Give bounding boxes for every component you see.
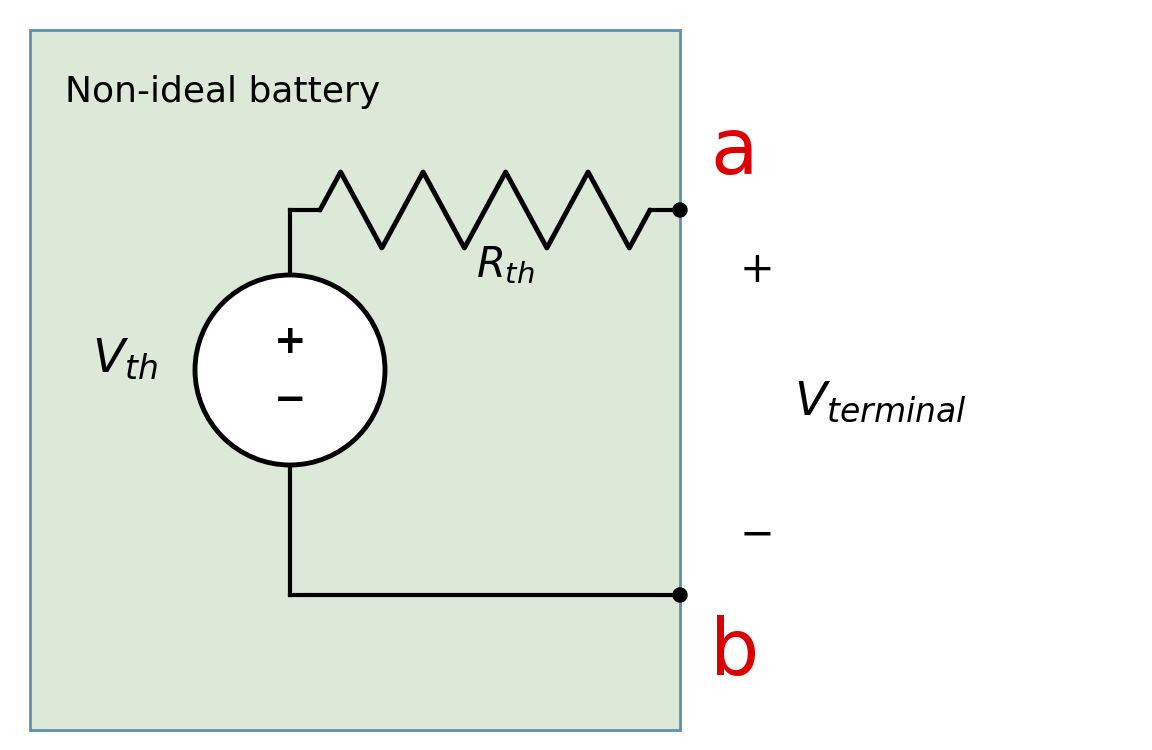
Text: a: a	[710, 114, 758, 190]
Text: $V_{th}$: $V_{th}$	[92, 338, 158, 382]
Text: Non-ideal battery: Non-ideal battery	[65, 75, 380, 109]
Text: b: b	[710, 615, 759, 691]
Text: +: +	[274, 323, 306, 361]
Circle shape	[673, 203, 687, 217]
Text: +: +	[740, 249, 775, 291]
Text: −: −	[740, 514, 775, 556]
Text: $R_{th}$: $R_{th}$	[476, 244, 535, 286]
Text: −: −	[274, 381, 306, 419]
FancyBboxPatch shape	[30, 30, 680, 730]
Circle shape	[673, 588, 687, 602]
Circle shape	[195, 275, 385, 465]
Text: $V_{terminal}$: $V_{terminal}$	[794, 380, 967, 425]
